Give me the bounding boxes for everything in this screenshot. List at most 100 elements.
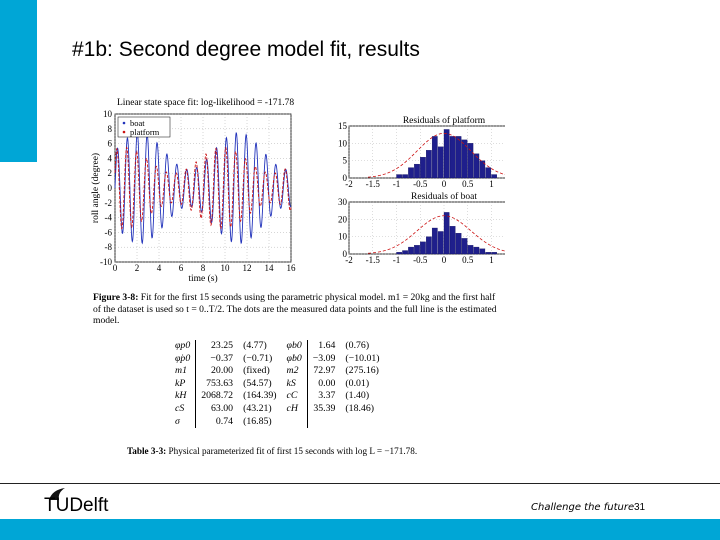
- histogram-bar: [443, 212, 450, 255]
- timeseries-x-tick-label: 10: [221, 263, 231, 273]
- parameter-cell: φp0: [175, 340, 191, 351]
- histogram-bar: [479, 248, 486, 255]
- histogram-y-tick-label: 15: [338, 121, 348, 131]
- footer-divider: [0, 483, 720, 484]
- histogram-fit-curve: [367, 132, 521, 178]
- parameter-cell: σ: [175, 415, 180, 427]
- parameter-cell: (−0.71): [243, 352, 273, 364]
- histogram-bar: [455, 233, 462, 255]
- histogram-x-tick-label: 1: [489, 255, 494, 265]
- parameter-cell: 72.97: [306, 365, 341, 378]
- histogram-bar: [455, 136, 462, 179]
- histogram-bar: [414, 163, 420, 179]
- timeseries-y-tick-label: -4: [105, 213, 113, 223]
- histogram-bar: [408, 167, 414, 179]
- parameter-cell: kP: [175, 377, 186, 389]
- parameter-row: φ̇p0 −0.37 (−0.71) φ̇b0 −3.09 (−10.01): [170, 352, 385, 366]
- histogram-bar: [485, 252, 492, 255]
- parameter-cell: (4.77): [243, 340, 267, 351]
- histogram-bar: [467, 143, 474, 179]
- parameter-cell: (1.40): [345, 390, 370, 402]
- timeseries-title: Linear state space fit: log-likelihood =…: [117, 97, 294, 108]
- legend-marker-platform: [122, 130, 126, 134]
- parameter-cell: 1.64: [306, 340, 341, 353]
- parameter-cell: (fixed): [243, 365, 270, 377]
- histogram-bar: [396, 252, 402, 255]
- histogram-bar: [408, 246, 414, 255]
- parameter-cell: φ̇b0: [286, 352, 302, 364]
- parameter-cell: (16.85): [243, 415, 272, 427]
- histogram-x-tick-label: -2: [345, 179, 353, 189]
- parameter-row: kP 753.63 (54.57) kS 0.00 (0.01): [170, 377, 385, 391]
- histogram-bar: [437, 231, 444, 255]
- parameter-row: kH 2068.72 (164.39) cC 3.37 (1.40): [170, 390, 385, 403]
- timeseries-y-tick-label: 0: [108, 183, 113, 193]
- parameter-cell: −3.09: [306, 352, 341, 366]
- histogram-bar: [402, 250, 408, 255]
- parameter-cell: −0.37: [195, 352, 239, 366]
- accent-bar: [0, 0, 37, 162]
- parameter-cell: (164.39): [243, 390, 277, 402]
- timeseries-x-tick-label: 12: [243, 263, 252, 273]
- parameter-cell: [282, 416, 308, 429]
- histogram-bar: [420, 157, 426, 179]
- table-caption-label: Table 3-3:: [127, 446, 167, 456]
- parameter-cell: 23.25: [195, 340, 239, 353]
- histogram-title: Residuals of boat: [411, 191, 477, 202]
- histogram-x-tick-label: -0.5: [413, 179, 428, 189]
- parameter-cell: 2068.72: [195, 390, 239, 403]
- page-number: 31: [634, 502, 646, 513]
- parameter-cell: cH: [286, 402, 298, 414]
- histogram-bar: [426, 150, 432, 179]
- parameter-cell: (54.57): [243, 377, 272, 389]
- parameter-cell: cC: [286, 390, 298, 402]
- parameter-table-body: φp0 23.25 (4.77) φb0 1.64 (0.76) φ̇p0 −0.37 (−0.…: [170, 340, 385, 429]
- histogram-x-tick-label: 0: [442, 255, 447, 265]
- parameter-row: m1 20.00 (fixed) m2 72.97 (275.16): [170, 365, 385, 378]
- histogram-title: Residuals of platform: [403, 115, 486, 126]
- histogram-bar: [443, 129, 450, 179]
- timeseries-y-tick-label: -6: [105, 227, 113, 237]
- parameter-cell: 753.63: [195, 377, 239, 391]
- histogram-x-tick-label: -1.5: [366, 179, 381, 189]
- legend-label-platform: platform: [130, 127, 160, 137]
- histogram-bar: [396, 174, 402, 179]
- timeseries-y-tick-label: -2: [105, 198, 113, 208]
- histogram-x-tick-label: -2: [345, 255, 353, 265]
- legend-label-boat: boat: [130, 118, 145, 128]
- figure-caption: Figure 3-8: Fit for the first 15 seconds…: [93, 292, 505, 327]
- histogram-bar: [461, 238, 468, 255]
- parameter-cell: kH: [175, 390, 187, 402]
- histogram-bar: [461, 139, 468, 179]
- timeseries-x-tick-label: 2: [135, 263, 140, 273]
- timeseries-x-tick-label: 0: [113, 263, 118, 273]
- histogram-x-tick-label: -0.5: [413, 255, 428, 265]
- histogram-x-tick-label: 0: [442, 179, 447, 189]
- histogram-bar: [449, 226, 456, 255]
- parameter-row: cS 63.00 (43.21) cH 35.39 (18.46): [170, 402, 385, 416]
- histogram-bar: [491, 174, 497, 179]
- histogram-bar: [473, 246, 480, 255]
- histogram-bar: [485, 167, 492, 179]
- parameter-cell: 35.39: [306, 402, 341, 416]
- histogram-y-tick-label: 0: [343, 249, 348, 259]
- timeseries-x-tick-label: 8: [201, 263, 206, 273]
- parameter-cell: (−10.01): [345, 352, 380, 364]
- parameter-cell: 20.00: [195, 365, 239, 378]
- histogram-x-tick-label: 1: [489, 179, 494, 189]
- parameter-cell: cS: [175, 402, 185, 414]
- histogram-bar: [414, 245, 420, 255]
- timeseries-ylabel: roll angle (degree): [90, 153, 101, 223]
- parameter-cell: (43.21): [243, 402, 272, 414]
- bottom-accent-strip: [0, 519, 720, 540]
- parameter-table: φp0 23.25 (4.77) φb0 1.64 (0.76) φ̇p0 −0.37 (−0.…: [170, 340, 385, 429]
- histogram-x-tick-label: 0.5: [462, 255, 474, 265]
- histogram-y-tick-label: 30: [338, 197, 348, 207]
- parameter-cell: m1: [175, 365, 187, 377]
- timeseries-x-tick-label: 14: [265, 263, 275, 273]
- footer-slogan: Challenge the future: [531, 502, 635, 513]
- histogram-x-tick-label: -1: [393, 255, 401, 265]
- timeseries-y-tick-label: 6: [108, 139, 113, 149]
- histogram-bar: [491, 252, 497, 255]
- timeseries-y-tick-label: 8: [108, 124, 113, 134]
